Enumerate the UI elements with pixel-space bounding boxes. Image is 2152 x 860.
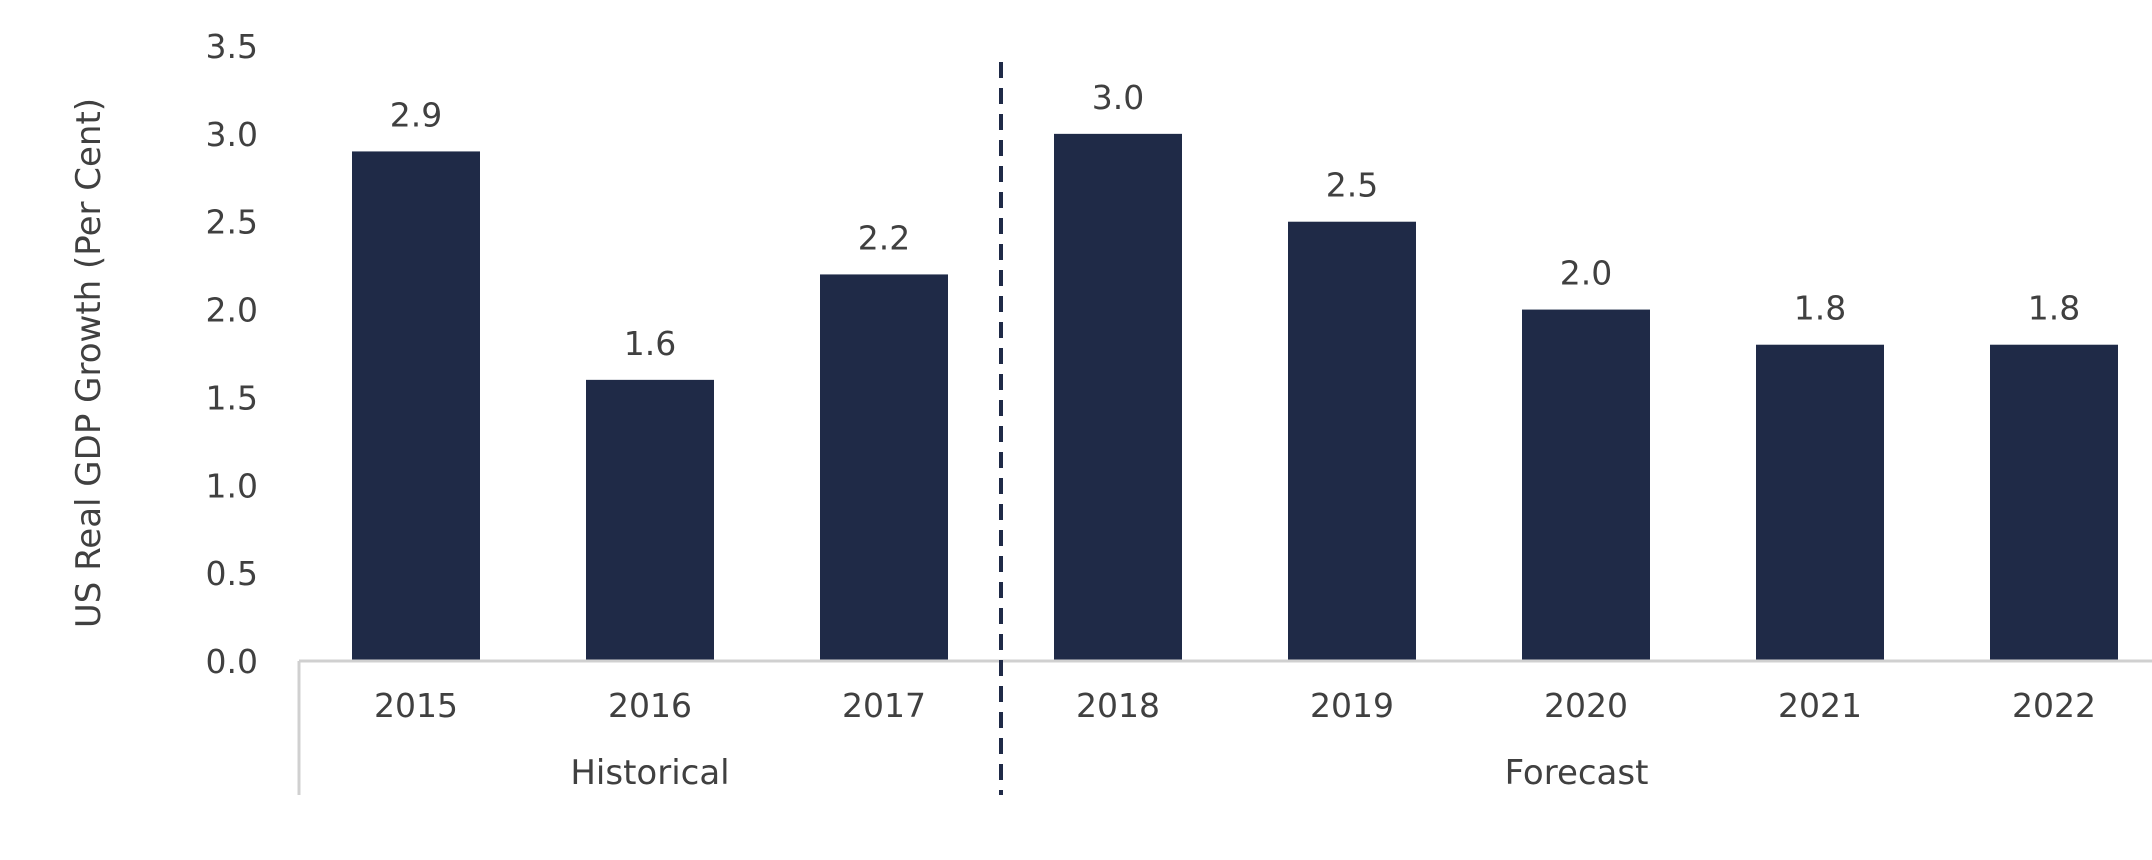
bar	[1990, 344, 2118, 661]
bar	[586, 379, 714, 661]
bar	[352, 151, 480, 661]
y-tick-label: 1.5	[206, 378, 258, 417]
bar	[820, 274, 948, 661]
y-tick-label: 0.5	[206, 554, 258, 593]
bar	[1522, 309, 1650, 661]
y-tick-label: 3.5	[206, 27, 258, 66]
data-label: 1.6	[624, 324, 676, 363]
y-tick-label: 2.5	[206, 203, 258, 242]
data-label: 3.0	[1092, 78, 1144, 117]
bar	[1288, 221, 1416, 661]
y-tick-label: 1.0	[206, 466, 258, 505]
y-tick-label: 3.0	[206, 115, 258, 154]
bar	[1756, 344, 1884, 661]
data-label: 1.8	[1794, 289, 1846, 328]
y-tick-label: 0.0	[206, 642, 258, 681]
bar	[1054, 133, 1182, 661]
category-groups: Historical Forecast	[570, 62, 1648, 795]
data-label: 2.0	[1560, 254, 1612, 293]
x-tick-label: 2017	[842, 686, 926, 725]
y-tick-label: 2.0	[206, 291, 258, 330]
bars	[352, 133, 2118, 661]
x-tick-label: 2016	[608, 686, 692, 725]
data-label: 2.9	[390, 95, 442, 134]
data-label: 2.2	[858, 218, 910, 257]
x-tick-label: 2022	[2012, 686, 2096, 725]
x-tick-label: 2021	[1778, 686, 1862, 725]
x-tick-label: 2019	[1310, 686, 1394, 725]
data-labels: 2.9 1.6 2.2 3.0 2.5 2.0 1.8 1.8	[390, 78, 2080, 363]
data-label: 1.8	[2028, 289, 2080, 328]
x-tick-label: 2018	[1076, 686, 1160, 725]
data-label: 2.5	[1326, 166, 1378, 205]
group-label: Historical	[570, 753, 729, 793]
x-axis: 2015 2016 2017 2018 2019 2020 2021 2022	[297, 659, 2152, 795]
x-tick-label: 2015	[374, 686, 458, 725]
x-tick-label: 2020	[1544, 686, 1628, 725]
y-axis: 0.0 0.5 1.0 1.5 2.0 2.5 3.0 3.5	[206, 27, 258, 681]
y-axis-title: US Real GDP Growth (Per Cent)	[69, 98, 109, 628]
group-label: Forecast	[1505, 753, 1649, 793]
